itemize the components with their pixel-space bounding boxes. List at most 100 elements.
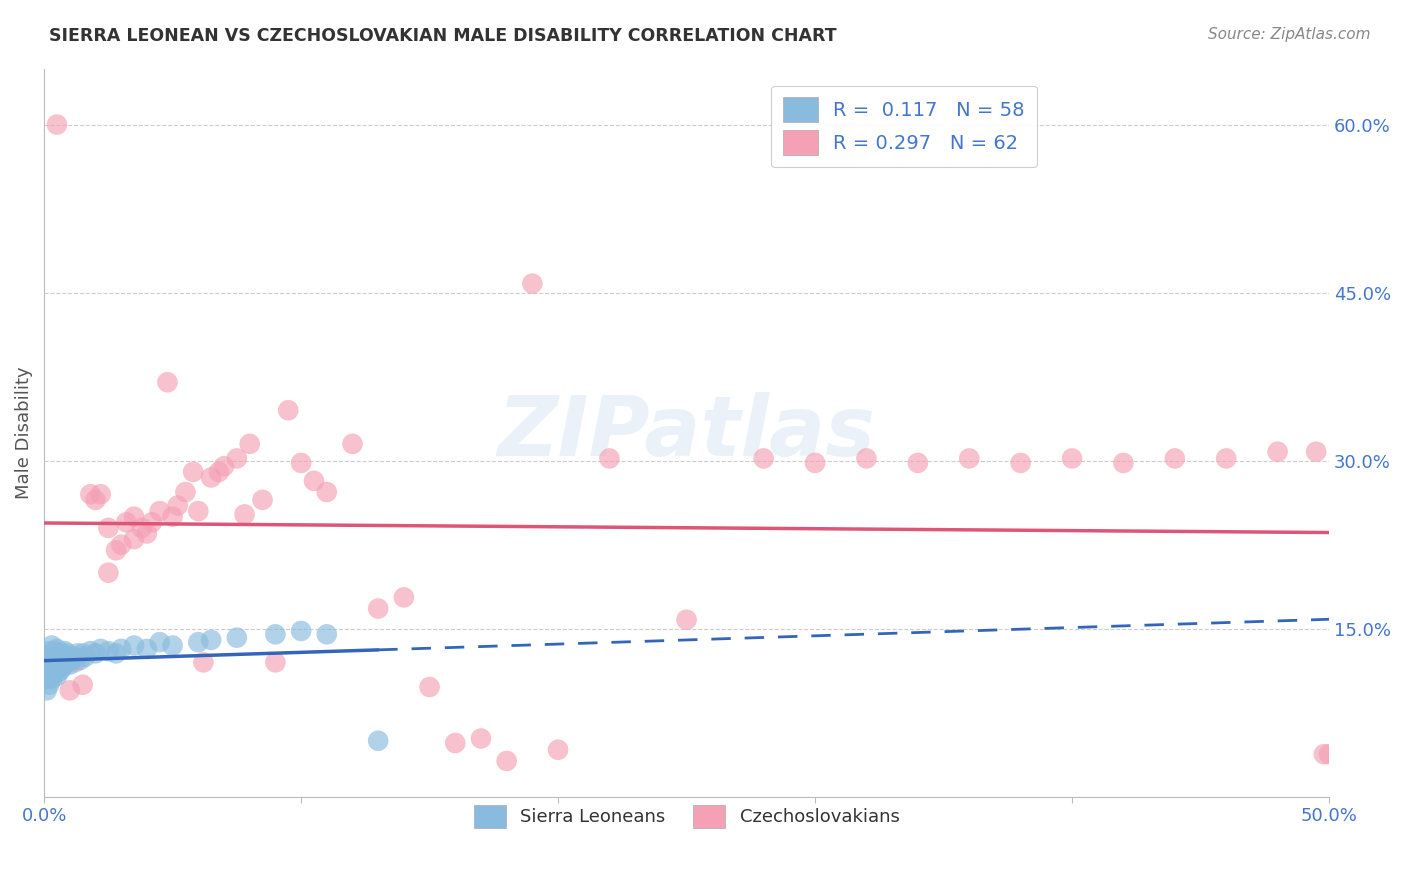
- Point: [38, 656, 60, 670]
- Point: [598, 451, 620, 466]
- Point: [264, 656, 287, 670]
- Point: [141, 516, 163, 530]
- Point: [957, 451, 980, 466]
- Point: [84, 492, 107, 507]
- Point: [46, 656, 69, 670]
- Point: [174, 485, 197, 500]
- Point: [547, 743, 569, 757]
- Point: [193, 656, 215, 670]
- Text: Source: ZipAtlas.com: Source: ZipAtlas.com: [1208, 27, 1371, 42]
- Point: [367, 601, 389, 615]
- Point: [156, 376, 179, 390]
- Point: [225, 631, 247, 645]
- Point: [48, 657, 70, 672]
- Point: [79, 644, 101, 658]
- Point: [53, 653, 76, 667]
- Point: [290, 624, 312, 638]
- Point: [122, 509, 145, 524]
- Point: [522, 277, 544, 291]
- Point: [1313, 747, 1336, 762]
- Point: [367, 733, 389, 747]
- Point: [51, 661, 73, 675]
- Point: [166, 499, 188, 513]
- Point: [444, 736, 467, 750]
- Point: [135, 641, 157, 656]
- Point: [46, 641, 69, 656]
- Point: [97, 521, 120, 535]
- Point: [79, 487, 101, 501]
- Point: [46, 661, 69, 675]
- Point: [75, 649, 97, 664]
- Point: [38, 644, 60, 658]
- Point: [110, 538, 132, 552]
- Point: [212, 459, 235, 474]
- Point: [46, 669, 69, 683]
- Point: [315, 627, 337, 641]
- Point: [51, 656, 73, 670]
- Point: [84, 646, 107, 660]
- Point: [804, 456, 827, 470]
- Point: [1317, 747, 1340, 762]
- Point: [35, 661, 58, 675]
- Point: [1267, 444, 1289, 458]
- Point: [162, 509, 184, 524]
- Point: [115, 516, 138, 530]
- Point: [200, 632, 222, 647]
- Point: [44, 657, 66, 672]
- Point: [59, 657, 82, 672]
- Point: [97, 566, 120, 580]
- Point: [302, 474, 325, 488]
- Point: [135, 526, 157, 541]
- Point: [1215, 451, 1237, 466]
- Point: [90, 641, 112, 656]
- Point: [51, 646, 73, 660]
- Point: [44, 666, 66, 681]
- Point: [122, 532, 145, 546]
- Point: [41, 656, 63, 670]
- Point: [855, 451, 877, 466]
- Point: [1060, 451, 1083, 466]
- Point: [41, 649, 63, 664]
- Point: [392, 591, 415, 605]
- Point: [233, 508, 256, 522]
- Point: [208, 465, 231, 479]
- Point: [419, 680, 441, 694]
- Point: [56, 656, 79, 670]
- Point: [149, 635, 172, 649]
- Point: [187, 504, 209, 518]
- Point: [225, 451, 247, 466]
- Point: [110, 641, 132, 656]
- Point: [252, 492, 274, 507]
- Point: [752, 451, 775, 466]
- Point: [264, 627, 287, 641]
- Point: [1164, 451, 1187, 466]
- Point: [131, 521, 153, 535]
- Point: [495, 754, 517, 768]
- Point: [41, 639, 63, 653]
- Point: [59, 683, 82, 698]
- Point: [53, 657, 76, 672]
- Point: [470, 731, 492, 746]
- Text: ZIPatlas: ZIPatlas: [498, 392, 876, 473]
- Point: [239, 437, 262, 451]
- Point: [69, 653, 91, 667]
- Point: [342, 437, 364, 451]
- Point: [63, 649, 86, 664]
- Point: [48, 653, 70, 667]
- Point: [162, 639, 184, 653]
- Point: [48, 646, 70, 660]
- Point: [38, 666, 60, 681]
- Point: [44, 653, 66, 667]
- Point: [41, 661, 63, 675]
- Point: [277, 403, 299, 417]
- Point: [63, 656, 86, 670]
- Point: [53, 644, 76, 658]
- Y-axis label: Male Disability: Male Disability: [15, 367, 32, 499]
- Point: [46, 649, 69, 664]
- Point: [181, 465, 204, 479]
- Point: [56, 646, 79, 660]
- Point: [35, 683, 58, 698]
- Point: [907, 456, 929, 470]
- Point: [1112, 456, 1135, 470]
- Point: [46, 118, 69, 132]
